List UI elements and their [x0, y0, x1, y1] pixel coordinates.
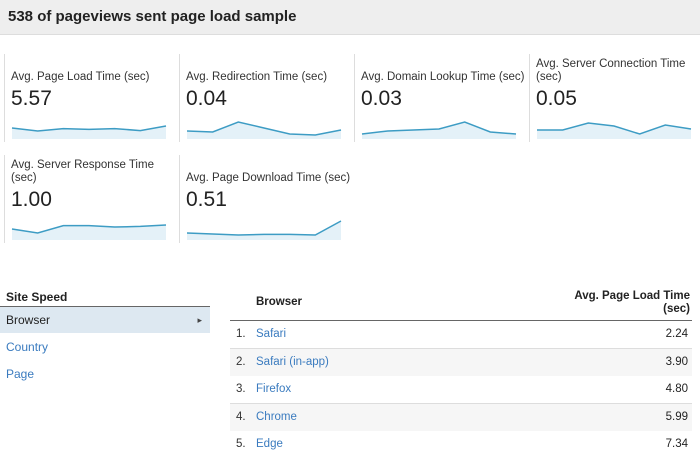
row-index: 1. — [236, 328, 246, 340]
sparkline — [186, 220, 342, 240]
sparkline-line — [537, 122, 692, 135]
sparkline-line — [186, 121, 342, 136]
metric-value: 0.05 — [536, 87, 577, 110]
header-title: 538 of pageviews sent page load sample — [8, 8, 297, 25]
load-time: 7.34 — [665, 438, 688, 450]
browser-link[interactable]: Chrome — [256, 410, 297, 423]
metric-label: Avg. Server Response Time (sec) — [11, 159, 154, 184]
sparkline — [11, 224, 167, 240]
sparkline-area — [362, 122, 516, 139]
metric-card: Avg. Page Download Time (sec) 0.51 — [179, 155, 354, 243]
browser-link[interactable]: Safari — [256, 328, 287, 340]
sparkline-area — [187, 122, 341, 139]
metric-card: Avg. Server Response Time (sec) 1.00 — [4, 155, 179, 243]
sparkline — [361, 121, 517, 139]
metric-card: Avg. Domain Lookup Time (sec) 0.03 — [354, 54, 529, 142]
metric-value: 1.00 — [11, 188, 52, 211]
column-header[interactable]: Avg. Page Load Time (sec) — [574, 290, 690, 315]
sparkline-area — [187, 221, 341, 240]
metric-value: 0.51 — [186, 188, 227, 211]
row-index: 4. — [236, 410, 246, 423]
metric-value: 5.57 — [11, 87, 52, 110]
nav-item[interactable]: Country — [6, 340, 49, 354]
sparkline — [537, 122, 692, 139]
load-time: 2.24 — [665, 328, 688, 340]
row-index: 2. — [236, 355, 246, 368]
arrow: ▸ — [197, 315, 202, 325]
browser-link[interactable]: Safari (in-app) — [256, 355, 329, 368]
nav-item[interactable]: Browser ▸ — [0, 307, 210, 333]
column-header[interactable]: Browser — [256, 296, 303, 308]
browser-link[interactable]: Firefox — [256, 383, 292, 395]
metric-label: Avg. Redirection Time (sec) — [186, 71, 328, 83]
table-row: 2. Safari (in-app) 3.90 — [230, 348, 692, 377]
sparkline-area — [12, 225, 166, 240]
row-index: 3. — [236, 383, 246, 395]
load-time: 4.80 — [665, 383, 688, 395]
metric-label: Avg. Domain Lookup Time (sec) — [361, 71, 525, 83]
row-index: 5. — [236, 438, 246, 450]
sparkline — [186, 121, 342, 139]
browser-link[interactable]: Edge — [256, 438, 283, 450]
table-row: 1. Safari 2.24 — [230, 321, 692, 349]
table-row: 4. Chrome 5.99 — [230, 403, 692, 432]
sparkline-line — [11, 125, 167, 132]
metric-label: Avg. Server Connection Time (sec) — [536, 58, 686, 83]
load-time: 3.90 — [665, 355, 688, 368]
sparkline-area — [12, 126, 166, 139]
table-row: 3. Firefox 4.80 — [230, 376, 692, 404]
metric-label: Avg. Page Download Time (sec) — [186, 172, 351, 184]
table-header: Browser Avg. Page Load Time (sec) — [230, 287, 692, 321]
sparkline-line — [186, 220, 342, 236]
metric-value: 0.03 — [361, 87, 402, 110]
nav-item[interactable]: Page — [6, 367, 35, 381]
metric-label: Avg. Page Load Time (sec) — [11, 71, 150, 83]
sparkline-line — [11, 224, 167, 234]
metric-value: 0.04 — [186, 87, 227, 110]
metric-card: Avg. Page Load Time (sec) 5.57 — [4, 54, 179, 142]
header: 538 of pageviews sent page load sample — [0, 0, 700, 35]
site-speed-title: Site Speed — [6, 290, 68, 304]
load-time: 5.99 — [665, 410, 688, 423]
metric-card: Avg. Redirection Time (sec) 0.04 — [179, 54, 354, 142]
table-row: 5. Edge 7.34 — [230, 431, 692, 456]
sparkline — [11, 125, 167, 139]
metric-card: Avg. Server Connection Time (sec) 0.05 — [529, 54, 700, 142]
sparkline-line — [361, 121, 517, 135]
divider — [0, 306, 210, 307]
